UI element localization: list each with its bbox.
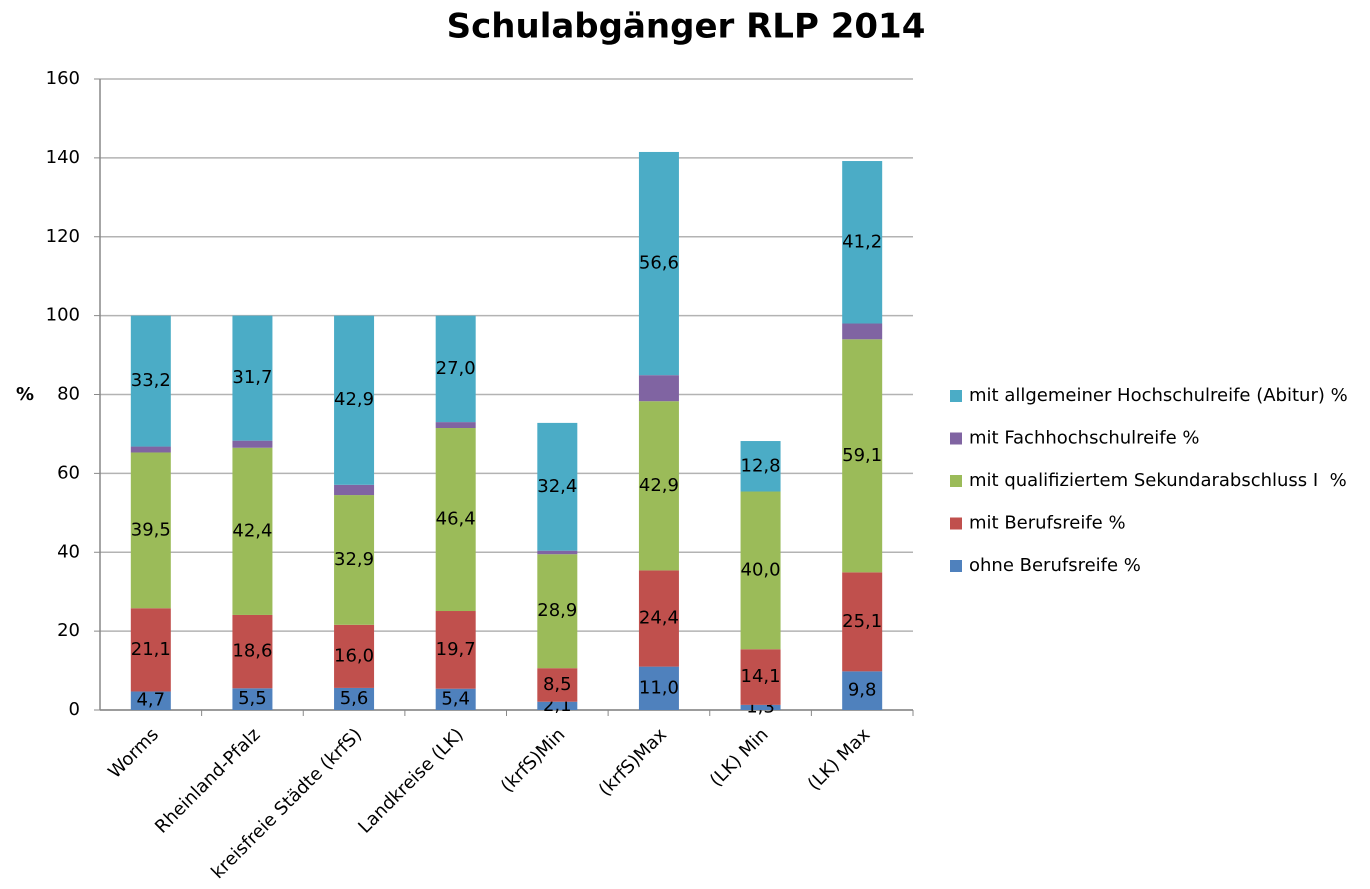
data-label: 19,7 [436, 639, 476, 660]
legend-swatch [950, 475, 962, 487]
bar-segment [334, 495, 375, 625]
data-label: 27,0 [436, 358, 476, 379]
bar-segment [740, 649, 781, 705]
bar-segment [334, 624, 375, 688]
bar-segment [842, 323, 883, 340]
bar-segment [638, 401, 679, 571]
y-tick-label: 60 [57, 462, 80, 483]
x-tick-label: (LK) Max [804, 724, 875, 795]
data-label: 5,6 [340, 688, 369, 709]
x-tick-label: (krfS)Max [595, 724, 672, 801]
bar-segment [232, 688, 273, 710]
data-label: 59,1 [842, 445, 882, 466]
data-label: 33,2 [131, 370, 171, 391]
bar-segment [842, 671, 883, 710]
bar-segment [130, 446, 171, 453]
bar-segment [638, 151, 679, 376]
legend-swatch [950, 517, 962, 530]
bar-segment [130, 452, 171, 609]
data-label: 14,1 [741, 666, 781, 687]
legend-label: mit Berufsreife % [969, 513, 1126, 534]
data-label: 9,8 [848, 680, 877, 701]
data-label: 41,2 [842, 231, 882, 252]
bar-segment [537, 701, 578, 710]
legend-label: mit allgemeiner Hochschulreife (Abitur) … [969, 385, 1348, 406]
bar-segment [232, 447, 273, 615]
y-tick-label: 120 [46, 226, 80, 247]
bar-segment [842, 572, 883, 672]
bar-segment [842, 339, 883, 573]
x-tick-label: Rheinland-Pfalz [151, 724, 264, 837]
bar-segment [232, 614, 273, 689]
bar-segment [334, 484, 375, 496]
bar-segment [740, 491, 781, 650]
bar-segment [842, 161, 883, 324]
bar-segment [130, 315, 171, 447]
data-label: 24,4 [639, 608, 679, 629]
legend-swatch [950, 560, 962, 572]
x-tick-label: (krfS)Min [497, 724, 570, 797]
x-tick-label: (LK) Min [706, 724, 773, 791]
bar-segment [130, 608, 171, 692]
bar-segment [232, 440, 273, 448]
bar-segment [435, 611, 476, 689]
data-label: 46,4 [436, 509, 476, 530]
legend-label: mit qualifiziertem Sekundarabschluss I % [969, 470, 1347, 491]
bar-segment [638, 666, 679, 710]
y-axis-label: % [16, 384, 34, 405]
data-label: 18,6 [232, 641, 272, 662]
y-tick-label: 140 [46, 147, 80, 168]
chart-title: Schulabgänger RLP 2014 [447, 7, 926, 47]
bar-segment [130, 691, 171, 710]
bar-segment [740, 704, 781, 710]
legend-label: mit Fachhochschulreife % [969, 428, 1199, 449]
bar-segment [537, 668, 578, 702]
data-label: 56,6 [639, 253, 679, 274]
y-tick-label: 40 [57, 541, 80, 562]
legend-label: ohne Berufsreife % [969, 555, 1141, 576]
data-label: 31,7 [232, 367, 272, 388]
bar-segment [537, 550, 578, 555]
legend-swatch [950, 432, 962, 445]
bar-segment [435, 315, 476, 423]
y-tick-label: 0 [69, 699, 80, 720]
bar-segment [638, 375, 679, 402]
y-tick-label: 160 [46, 68, 80, 89]
data-label: 16,0 [334, 645, 374, 666]
data-label: 8,5 [543, 674, 572, 695]
y-tick-label: 100 [46, 305, 80, 326]
legend-swatch [950, 390, 962, 402]
bar-segment [435, 428, 476, 612]
data-label: 32,4 [537, 476, 577, 497]
data-label: 42,9 [334, 389, 374, 410]
bar-segment [232, 315, 273, 441]
data-label: 5,4 [441, 688, 470, 709]
data-label: 32,9 [334, 549, 374, 570]
data-label: 28,9 [537, 600, 577, 621]
x-tick-label: Worms [104, 724, 163, 783]
data-label: 12,8 [741, 455, 781, 476]
bar-segment [334, 315, 375, 485]
bar-segment [334, 687, 375, 710]
bar-segment [435, 422, 476, 429]
y-tick-label: 20 [57, 620, 80, 641]
bar-segment [638, 570, 679, 667]
bar-segment [740, 441, 781, 492]
data-label: 42,9 [639, 475, 679, 496]
data-label: 11,0 [639, 677, 679, 698]
data-label: 4,7 [136, 690, 165, 711]
data-label: 5,5 [238, 688, 267, 709]
x-tick-label: Landkreise (LK) [354, 724, 467, 837]
bar-segment [537, 422, 578, 551]
data-label: 40,0 [741, 559, 781, 580]
data-label: 39,5 [131, 519, 171, 540]
y-tick-label: 80 [57, 384, 80, 405]
bar-segment [537, 554, 578, 669]
data-label: 21,1 [131, 639, 171, 660]
data-label: 25,1 [842, 611, 882, 632]
data-label: 42,4 [232, 520, 272, 541]
bar-segment [435, 688, 476, 710]
